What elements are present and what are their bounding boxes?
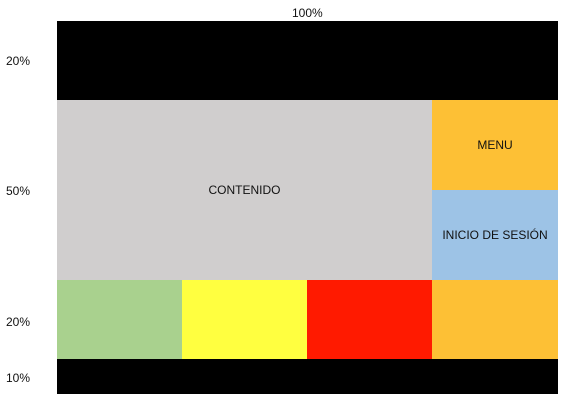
footer-cell-green [57,280,182,359]
footer-cell-orange [432,280,558,359]
menu-block: MENU [432,100,558,190]
header-height-label: 20% [6,54,31,68]
bottom-block [57,359,558,394]
width-label: 100% [292,6,323,20]
footer-cell-red [307,280,432,359]
footer-height-label: 20% [6,315,31,329]
login-block: INICIO DE SESIÓN [432,190,558,280]
content-label: CONTENIDO [208,183,281,197]
main-height-label: 50% [6,184,31,198]
footer-cell-yellow [182,280,307,359]
menu-label: MENU [477,138,513,152]
bottom-height-label: 10% [6,371,31,385]
header-block [57,21,558,100]
content-block: CONTENIDO [57,100,432,280]
login-label: INICIO DE SESIÓN [442,228,548,242]
